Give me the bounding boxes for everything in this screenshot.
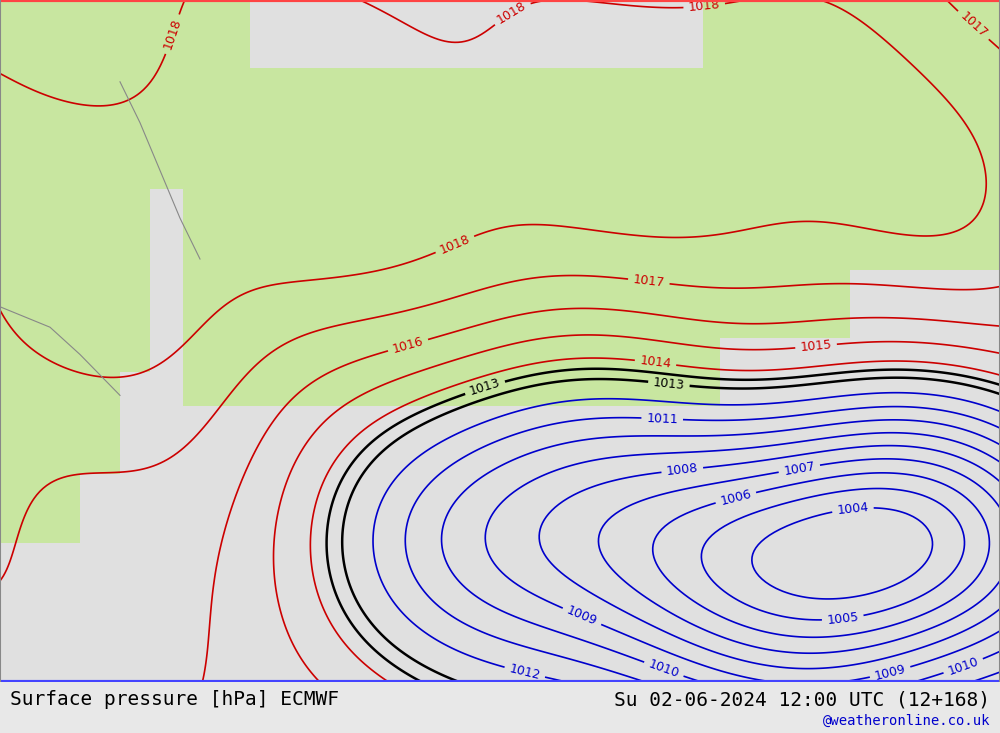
- Text: 1016: 1016: [391, 334, 425, 356]
- Text: 1018: 1018: [495, 0, 529, 26]
- Text: 1017: 1017: [957, 10, 989, 41]
- Text: 1010: 1010: [946, 655, 980, 677]
- Text: 1015: 1015: [800, 338, 832, 354]
- Text: 1017: 1017: [632, 273, 665, 290]
- Text: 1004: 1004: [836, 501, 869, 517]
- Text: 1010: 1010: [647, 658, 681, 681]
- Text: 1014: 1014: [639, 354, 672, 371]
- Text: 1006: 1006: [719, 487, 753, 508]
- Text: 1018: 1018: [161, 17, 184, 51]
- Text: 1007: 1007: [783, 460, 816, 478]
- Text: 1013: 1013: [468, 377, 502, 398]
- Text: Surface pressure [hPa] ECMWF: Surface pressure [hPa] ECMWF: [10, 690, 339, 709]
- Text: 1012: 1012: [508, 663, 542, 682]
- Text: Su 02-06-2024 12:00 UTC (12+168): Su 02-06-2024 12:00 UTC (12+168): [614, 690, 990, 709]
- Text: 1013: 1013: [653, 376, 685, 392]
- Text: 1009: 1009: [565, 604, 599, 628]
- Text: 1011: 1011: [646, 412, 678, 426]
- Text: 1008: 1008: [666, 462, 699, 478]
- Text: @weatheronline.co.uk: @weatheronline.co.uk: [822, 714, 990, 728]
- Text: 1018: 1018: [438, 232, 472, 257]
- Text: 1018: 1018: [688, 0, 721, 14]
- Text: 1009: 1009: [873, 662, 907, 682]
- Text: 1005: 1005: [826, 611, 859, 627]
